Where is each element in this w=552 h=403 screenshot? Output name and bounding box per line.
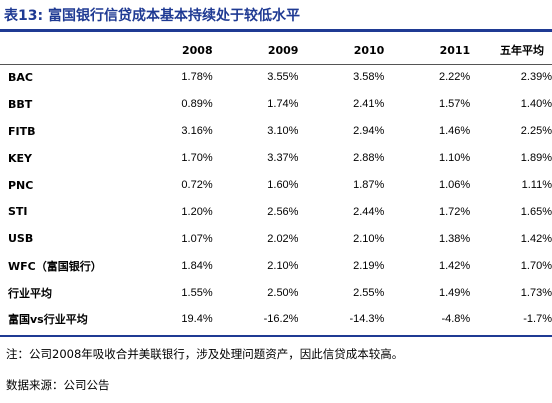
row-label: BAC [8, 70, 33, 84]
table-title: 表13: 富国银行信贷成本基本持续处于较低水平 [4, 8, 300, 24]
table-row: WFC（富国银行） 1.84% 2.10% 2.19% 1.42% 1.70% [0, 252, 552, 279]
bottom-rule [0, 335, 552, 337]
table-cell: 0.89% [181, 98, 213, 111]
table-cell: -1.7% [523, 313, 552, 326]
table-row: BBT 0.89% 1.74% 2.41% 1.57% 1.40% [0, 91, 552, 118]
table-cell: 1.49% [438, 286, 471, 299]
table-cell: 0.72% [181, 179, 213, 191]
table-cell: -16.2% [263, 313, 299, 326]
table-cell: 2.94% [353, 125, 385, 138]
table-cell: 19.4% [181, 313, 213, 326]
table-cell: 1.70% [181, 152, 213, 165]
table-cell: 1.20% [181, 205, 213, 218]
table-cell: 2.88% [353, 152, 385, 165]
table-row: USB 1.07% 2.02% 2.10% 1.38% 1.42% [0, 225, 552, 252]
top-rule [0, 29, 552, 32]
table-cell: 1.40% [520, 98, 552, 111]
column-header: 五年平均 [500, 44, 544, 57]
table-row: BAC 1.78% 3.55% 3.58% 2.22% 2.39% [0, 64, 552, 91]
table-cell: 1.10% [438, 152, 471, 165]
table-cell: 1.57% [438, 98, 471, 111]
table-cell: 3.55% [267, 71, 299, 84]
table-cell: 2.25% [520, 125, 552, 138]
row-label: FITB [8, 124, 36, 138]
table-cell: 1.46% [438, 125, 471, 138]
table-cell: 3.16% [181, 125, 213, 138]
row-label: 行业平均 [8, 286, 52, 300]
column-header: 2010 [353, 43, 385, 57]
table-cell: 2.02% [267, 232, 299, 245]
table-cell: 1.74% [267, 98, 299, 111]
table-cell: 1.11% [521, 179, 552, 191]
table-row: PNC 0.72% 1.60% 1.87% 1.06% 1.11% [0, 172, 552, 199]
table-cell: 2.10% [267, 259, 299, 272]
row-label: WFC（富国银行） [8, 259, 102, 273]
table-cell: 1.87% [353, 179, 385, 191]
column-header [0, 36, 151, 64]
table-cell: -14.3% [349, 313, 385, 326]
table-cell: 2.50% [267, 286, 299, 299]
table-cell: 1.70% [520, 259, 552, 272]
table-cell: 1.60% [267, 179, 299, 191]
table-row: KEY 1.70% 3.37% 2.88% 1.10% 1.89% [0, 145, 552, 172]
column-header: 2008 [181, 43, 213, 57]
table-cell: 2.41% [353, 98, 385, 111]
data-source: 数据来源：公司公告 [6, 378, 110, 392]
table-cell: 1.07% [181, 232, 213, 245]
table-cell: 2.55% [353, 286, 385, 299]
table-cell: 1.84% [181, 259, 213, 272]
credit-cost-table: 2008 2009 2010 2011 五年平均 BAC 1.78% 3.55%… [0, 36, 552, 333]
table-cell: 1.42% [438, 259, 471, 272]
table-cell: 1.73% [520, 286, 552, 299]
row-label: STI [8, 205, 28, 219]
row-label: BBT [8, 97, 33, 111]
table-cell: 1.38% [438, 232, 471, 245]
row-label: PNC [8, 178, 34, 192]
table-cell: 1.78% [181, 71, 213, 84]
table-cell: 3.58% [353, 71, 385, 84]
table-row: STI 1.20% 2.56% 2.44% 1.72% 1.65% [0, 198, 552, 225]
table-cell: 3.37% [267, 152, 299, 165]
table-cell: 1.42% [520, 232, 552, 245]
table-row: FITB 3.16% 3.10% 2.94% 1.46% 2.25% [0, 118, 552, 145]
table-cell: 2.56% [267, 205, 299, 218]
table-cell: 2.44% [353, 205, 385, 218]
table-cell: 1.65% [520, 205, 552, 218]
footnote: 注：公司2008年吸收合并美联银行，涉及处理问题资产，因此信贷成本较高。 [6, 347, 404, 361]
table-cell: 2.39% [520, 71, 552, 84]
table-cell: 1.72% [438, 205, 471, 218]
table-body: BAC 1.78% 3.55% 3.58% 2.22% 2.39% BBT 0.… [0, 64, 552, 333]
row-label: 富国vs行业平均 [8, 313, 88, 327]
table-cell: 1.89% [520, 152, 552, 165]
row-label: USB [8, 232, 34, 246]
table-cell: 2.19% [353, 259, 385, 272]
table-cell: 3.10% [267, 125, 299, 138]
header-rule [0, 64, 552, 65]
table-cell: -4.8% [441, 313, 471, 326]
table-cell: 2.10% [353, 232, 385, 245]
table-cell: 1.55% [181, 286, 213, 299]
column-header: 2009 [267, 43, 299, 57]
table-cell: 2.22% [438, 71, 471, 84]
column-header: 2011 [439, 43, 471, 57]
table-row: 行业平均 1.55% 2.50% 2.55% 1.49% 1.73% [0, 279, 552, 306]
table-row: 富国vs行业平均 19.4% -16.2% -14.3% -4.8% -1.7% [0, 306, 552, 333]
row-label: KEY [8, 151, 33, 165]
header-row: 2008 2009 2010 2011 五年平均 [0, 36, 552, 64]
table-cell: 1.06% [438, 179, 471, 191]
